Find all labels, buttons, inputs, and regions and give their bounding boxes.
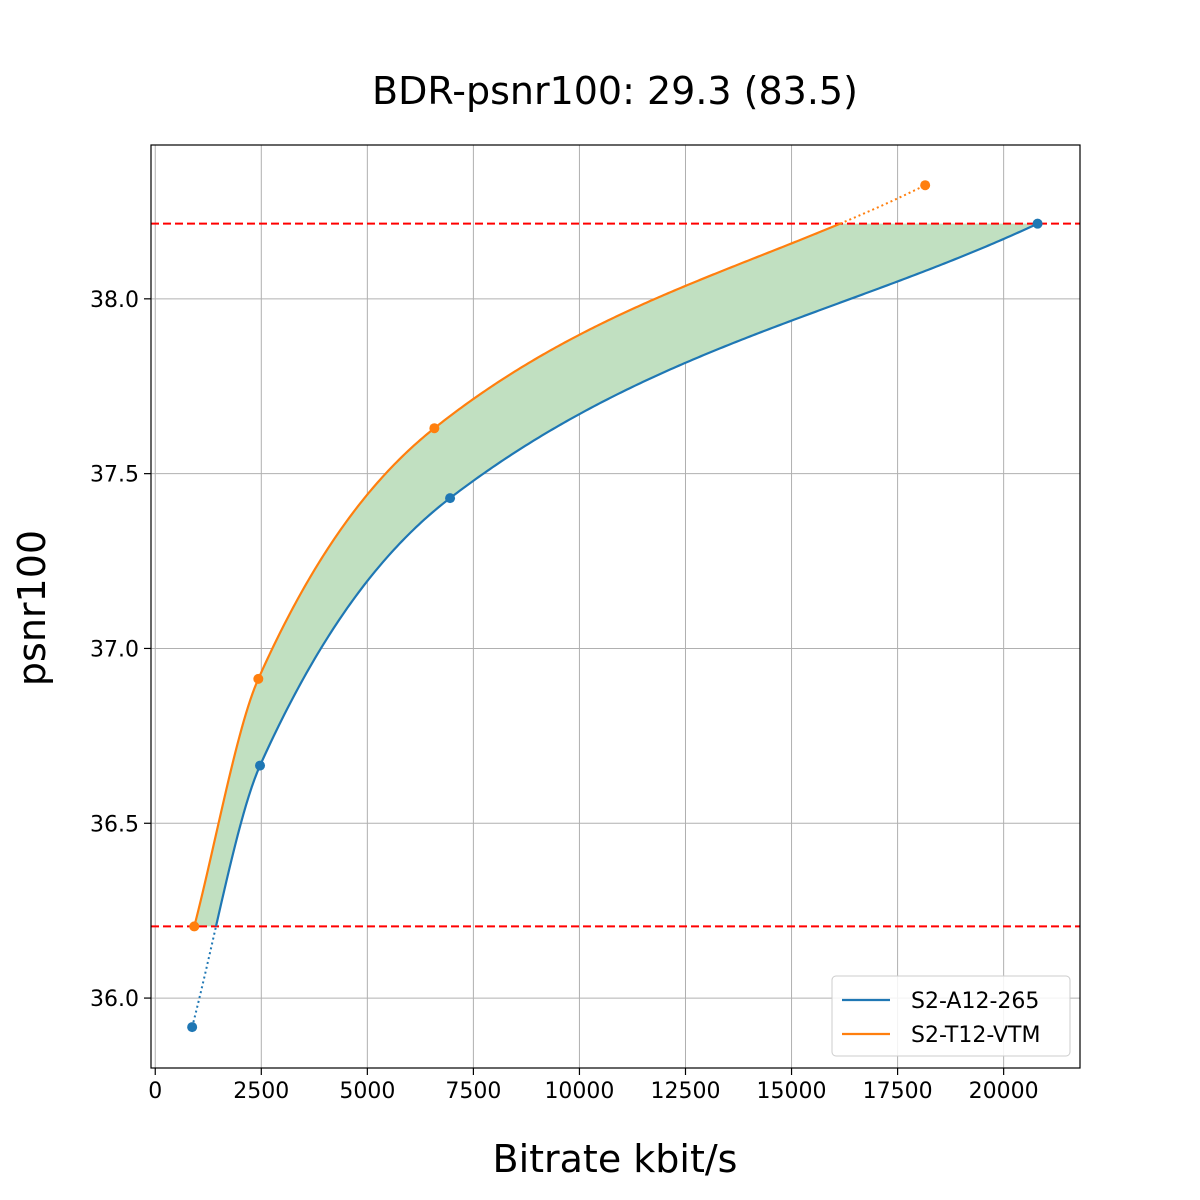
series-line — [214, 222, 1039, 927]
y-tick-label: 36.0 — [90, 987, 139, 1012]
x-tick-label: 7500 — [445, 1079, 501, 1104]
data-point — [189, 921, 200, 932]
x-axis-label: Bitrate kbit/s — [493, 1137, 738, 1181]
ticks: 0 2500 5000 7500 10000 12500 15000 17500 20000 36… — [90, 288, 1039, 1104]
bd-fill-area — [194, 223, 1038, 927]
y-tick-label: 37.0 — [90, 637, 139, 662]
y-axis-label: psnr100 — [10, 530, 54, 686]
legend-label: S2-T12-VTM — [911, 1023, 1040, 1048]
legend: S2-A12-265 S2-T12-VTM — [831, 975, 1071, 1057]
series-extension — [839, 184, 926, 225]
y-tick-label: 38.0 — [90, 288, 139, 313]
x-tick-label: 20000 — [969, 1079, 1039, 1104]
x-tick-label: 17500 — [863, 1079, 933, 1104]
x-tick-label: 15000 — [757, 1079, 827, 1104]
x-tick-label: 10000 — [544, 1079, 614, 1104]
legend-label: S2-A12-265 — [911, 989, 1039, 1014]
legend-box — [831, 975, 1071, 1057]
series-extension — [191, 926, 217, 1028]
data-point — [253, 673, 264, 684]
data-point — [255, 760, 266, 771]
reference-lines — [151, 222, 1080, 928]
data-point — [429, 423, 440, 434]
y-tick-label: 36.5 — [90, 812, 139, 837]
data-point — [445, 493, 456, 504]
data-point — [187, 1022, 198, 1033]
plot-frame — [150, 144, 1081, 1069]
y-tick-label: 37.5 — [90, 463, 139, 488]
chart-title: BDR-psnr100: 29.3 (83.5) — [372, 69, 858, 113]
data-point — [920, 180, 931, 191]
grid — [151, 145, 1080, 1068]
x-tick-label: 5000 — [339, 1079, 395, 1104]
x-tick-label: 0 — [148, 1079, 162, 1104]
x-tick-label: 12500 — [650, 1079, 720, 1104]
data-point — [1032, 218, 1043, 229]
x-tick-label: 2500 — [233, 1079, 289, 1104]
series-layer — [187, 180, 1043, 1033]
series-line — [193, 222, 841, 927]
